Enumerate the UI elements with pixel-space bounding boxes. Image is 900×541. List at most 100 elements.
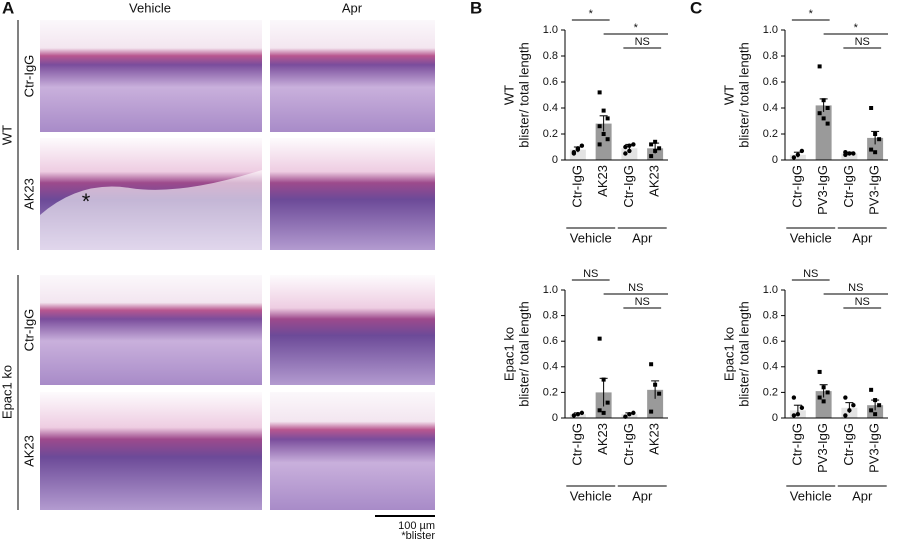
row-label: AK23	[21, 178, 36, 210]
data-point	[843, 395, 848, 400]
data-point	[873, 150, 878, 155]
image	[40, 275, 262, 385]
data-point	[799, 405, 805, 410]
y-tick-label: 0.6	[543, 76, 558, 88]
data-point	[631, 142, 636, 147]
data-point	[869, 147, 874, 152]
scale-bar-label: 100 µm	[398, 520, 435, 532]
data-point	[605, 400, 610, 405]
row-label: Ctr-IgG	[21, 55, 36, 98]
y-axis-group: WT	[721, 85, 736, 105]
data-point	[799, 148, 805, 154]
data-point	[631, 410, 636, 416]
data-point	[605, 116, 610, 121]
data-point	[869, 387, 874, 392]
y-tick-label: 0.2	[543, 128, 558, 140]
data-point	[571, 150, 577, 155]
y-tick-label: 0.4	[763, 102, 778, 114]
data-point	[579, 143, 585, 148]
y-tick-label: 1.0	[543, 284, 558, 296]
data-point	[571, 413, 577, 418]
data-point	[877, 137, 882, 142]
data-point	[649, 362, 654, 367]
significance-label: NS	[848, 282, 863, 294]
y-tick-label: 1.0	[763, 24, 778, 36]
data-point	[869, 106, 874, 110]
group-label: Vehicle	[570, 488, 612, 503]
data-point	[817, 369, 822, 374]
significance-label: NS	[803, 268, 818, 280]
data-point	[575, 146, 581, 151]
data-point	[623, 151, 628, 156]
x-tick-label: AK23	[595, 165, 610, 197]
data-point	[825, 390, 830, 395]
data-point	[843, 413, 848, 418]
x-tick-label: AK23	[647, 423, 662, 455]
data-point	[795, 152, 801, 157]
data-point	[601, 377, 606, 382]
data-point	[579, 410, 585, 416]
data-point	[791, 413, 797, 418]
bar	[595, 123, 612, 160]
bar	[621, 148, 638, 160]
x-tick-label: PV3-IgG	[867, 165, 882, 215]
data-point	[873, 398, 878, 403]
x-tick-label: Ctr-IgG	[621, 165, 636, 208]
data-point	[649, 409, 654, 414]
group-label: Apr	[632, 488, 653, 503]
data-point	[877, 403, 882, 408]
data-point	[821, 399, 826, 404]
bar	[841, 153, 858, 160]
data-point	[597, 142, 602, 147]
data-point	[821, 116, 826, 121]
y-tick-label: 0.6	[763, 76, 778, 88]
data-point	[653, 382, 658, 387]
y-tick-label: 0.8	[543, 50, 558, 62]
significance-label: NS	[628, 282, 643, 294]
y-tick-label: 0.2	[763, 128, 778, 140]
data-point	[843, 150, 848, 155]
data-point	[597, 408, 602, 413]
x-tick-label: AK23	[647, 165, 662, 197]
y-axis-label: blister/ total length	[736, 301, 751, 407]
x-tick-label: PV3-IgG	[815, 165, 830, 215]
significance-label: NS	[635, 296, 650, 308]
data-point	[817, 395, 822, 400]
group-label: Apr	[852, 230, 873, 245]
y-axis-group: Epac1 ko	[501, 327, 516, 381]
x-tick-label: PV3-IgG	[815, 423, 830, 473]
data-point	[597, 90, 602, 95]
data-point	[601, 132, 606, 136]
data-point	[601, 410, 606, 415]
image	[40, 392, 262, 510]
data-point	[623, 144, 628, 150]
bar	[569, 149, 586, 160]
x-tick-label: AK23	[595, 423, 610, 455]
y-tick-label: 0	[772, 412, 778, 424]
y-tick-label: 1.0	[543, 24, 558, 36]
row-label: AK23	[21, 435, 36, 467]
x-tick-label: Ctr-IgG	[569, 165, 584, 208]
x-tick-label: Ctr-IgG	[841, 423, 856, 466]
group-label: WT	[0, 125, 14, 145]
y-tick-label: 0.2	[543, 386, 558, 398]
data-point	[825, 121, 830, 126]
x-tick-label: Ctr-IgG	[789, 165, 804, 208]
data-point	[847, 151, 852, 156]
row-label: Ctr-IgG	[21, 309, 36, 352]
significance-label: NS	[583, 268, 598, 280]
data-point	[657, 146, 662, 151]
data-point	[873, 412, 878, 417]
data-point	[847, 408, 852, 413]
significance-label: *	[809, 8, 814, 20]
group-label: Apr	[852, 488, 873, 503]
group-label: Vehicle	[790, 230, 832, 245]
significance-label: *	[589, 8, 594, 20]
y-tick-label: 0	[552, 412, 558, 424]
data-point	[825, 106, 830, 110]
y-tick-label: 0.6	[543, 335, 558, 347]
data-point	[795, 411, 801, 417]
data-point	[851, 403, 856, 408]
x-tick-label: PV3-IgG	[867, 423, 882, 473]
